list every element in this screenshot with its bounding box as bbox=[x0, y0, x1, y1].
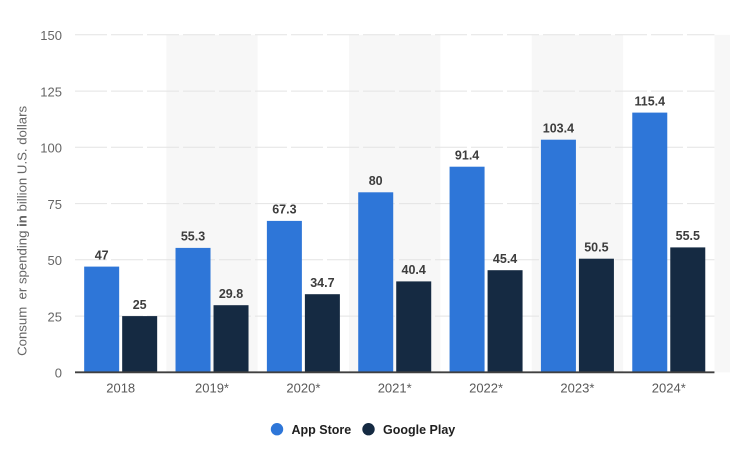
svg-text:50: 50 bbox=[48, 253, 62, 268]
svg-text:50.5: 50.5 bbox=[584, 240, 608, 254]
svg-text:2018: 2018 bbox=[106, 381, 135, 396]
svg-text:55.3: 55.3 bbox=[181, 230, 205, 244]
svg-text:45.4: 45.4 bbox=[493, 252, 517, 266]
svg-text:115.4: 115.4 bbox=[635, 94, 666, 108]
svg-text:100: 100 bbox=[40, 141, 62, 156]
svg-text:125: 125 bbox=[40, 84, 62, 99]
svg-text:25: 25 bbox=[48, 309, 62, 324]
svg-text:25: 25 bbox=[133, 298, 147, 312]
svg-text:2021*: 2021* bbox=[378, 381, 412, 396]
svg-text:67.3: 67.3 bbox=[272, 203, 296, 217]
svg-text:2019*: 2019* bbox=[195, 381, 229, 396]
svg-text:103.4: 103.4 bbox=[543, 121, 574, 135]
svg-text:75: 75 bbox=[48, 197, 62, 212]
svg-text:150: 150 bbox=[40, 28, 62, 43]
svg-text:Consum er spending in billion: Consum er spending in billion U.S. dolla… bbox=[14, 106, 29, 356]
svg-text:2020*: 2020* bbox=[286, 381, 320, 396]
svg-text:0: 0 bbox=[55, 366, 62, 381]
svg-text:55.5: 55.5 bbox=[676, 229, 700, 243]
svg-text:34.7: 34.7 bbox=[310, 276, 334, 290]
svg-text:2023*: 2023* bbox=[560, 381, 594, 396]
svg-text:2024*: 2024* bbox=[652, 381, 686, 396]
svg-text:47: 47 bbox=[95, 248, 109, 262]
svg-text:Google Play: Google Play bbox=[383, 423, 455, 437]
svg-text:80: 80 bbox=[369, 174, 383, 188]
svg-text:2022*: 2022* bbox=[469, 381, 503, 396]
svg-text:91.4: 91.4 bbox=[455, 148, 479, 162]
svg-text:App Store: App Store bbox=[292, 423, 352, 437]
svg-text:40.4: 40.4 bbox=[402, 263, 426, 277]
svg-text:29.8: 29.8 bbox=[219, 287, 243, 301]
